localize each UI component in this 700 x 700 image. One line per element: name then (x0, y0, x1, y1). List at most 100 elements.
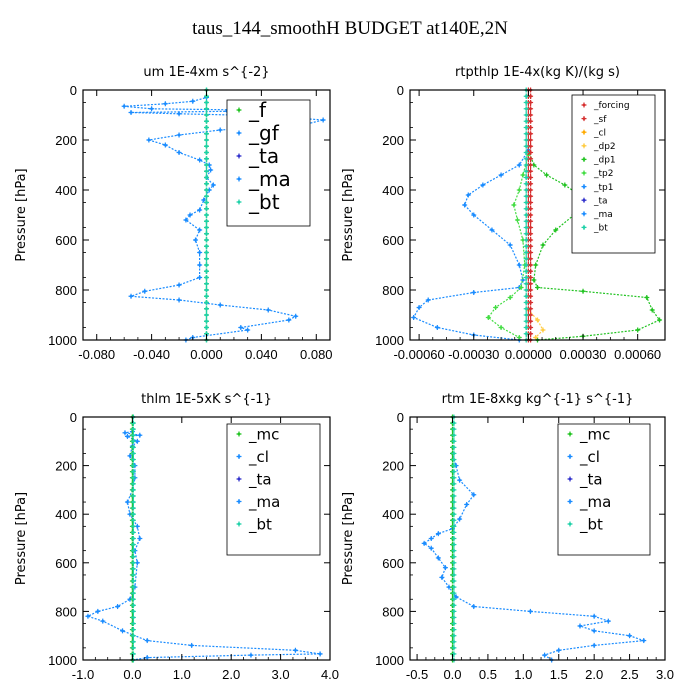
data-point-dot (321, 118, 325, 122)
y-tick-label: 800 (55, 283, 77, 298)
data-point-dot (494, 306, 498, 309)
data-point-dot (205, 201, 208, 204)
data-point-dot (524, 182, 528, 186)
legend-box (557, 423, 651, 556)
data-point-dot (452, 561, 456, 565)
data-point-dot (266, 308, 270, 312)
data-point-dot (524, 326, 528, 329)
data-point-dot (529, 319, 532, 323)
data-point-dot (529, 257, 532, 261)
series-2 (411, 147, 531, 343)
data-point-dot (452, 646, 456, 650)
data-point-dot (529, 188, 532, 192)
legend-entry: _cl (248, 448, 269, 467)
legend: _f_gf_ta_ma_bt (226, 98, 311, 227)
legend-marker-dot (237, 177, 241, 181)
legend-marker-dot (568, 432, 572, 436)
legend-marker-dot (237, 455, 241, 458)
data-point-dot (529, 301, 532, 304)
panel-title: rtm 1E-8xkg kg^{-1} s^{-1} (442, 392, 634, 407)
data-point-dot (86, 614, 90, 618)
data-point-dot (138, 537, 142, 540)
legend-entry: _ta (248, 470, 272, 489)
data-point-dot (198, 263, 202, 267)
panel-3: thlm 1E-5xK s^{-1} Pressure [hPa] -1.0 0.0 1… (14, 392, 339, 682)
data-point-dot (543, 653, 546, 657)
data-point-dot (524, 119, 528, 123)
legend-entry: _gf (248, 121, 280, 145)
data-point-dot (519, 286, 523, 289)
data-point-dot (123, 431, 127, 435)
data-point-dot (592, 629, 596, 633)
legend-marker-dot (237, 477, 241, 481)
data-point-dot (557, 648, 561, 652)
data-point-dot (205, 188, 208, 192)
data-point-dot (205, 288, 208, 292)
y-tick-label: 0 (70, 83, 77, 98)
data-point-dot (452, 476, 456, 480)
data-point-dot (463, 203, 467, 207)
data-point-dot (205, 176, 208, 179)
data-point-dot (524, 219, 528, 223)
x-tick-label: 0.00000 (505, 347, 552, 362)
data-point-dot (129, 294, 133, 298)
series-line (487, 154, 529, 339)
data-point-dot (177, 151, 181, 154)
legend-entry: _bt (593, 224, 608, 234)
data-point-dot (135, 439, 139, 443)
data-point-dot (207, 163, 211, 167)
x-tick-label: 0.00060 (614, 347, 661, 362)
legend-entry: _bt (579, 515, 603, 534)
data-point-dot (581, 289, 585, 293)
figure-title: taus_144_smoothH BUDGET at140E,2N (192, 18, 508, 39)
data-point-dot (205, 244, 208, 248)
data-point-dot (529, 169, 532, 173)
legend-entry: _ma (593, 210, 613, 220)
data-point-dot (205, 169, 208, 173)
data-point-dot (177, 298, 181, 302)
data-point-dot (205, 126, 208, 129)
data-point-dot (218, 128, 222, 132)
data-point-dot (529, 269, 532, 273)
x-tick-label: 4.0 (321, 667, 339, 682)
data-point-dot (131, 494, 135, 498)
data-point-dot (658, 318, 661, 322)
data-point-dot (131, 567, 135, 571)
data-point-dot (452, 640, 456, 644)
x-tick-label: 0.0 (123, 667, 141, 682)
legend-marker-dot (237, 154, 241, 158)
legend-box (226, 423, 321, 556)
data-point-dot (131, 640, 135, 644)
legend-entry: _mc (579, 425, 610, 444)
data-point-dot (138, 433, 142, 437)
data-point-dot (508, 243, 512, 247)
data-point-dot (131, 488, 135, 492)
x-tick-label: 2.0 (222, 667, 240, 682)
data-point-dot (422, 541, 426, 545)
panel-1: um 1E-4xm s^{-2} Pressure [hPa] -0.080 -0.0… (14, 65, 333, 362)
x-tick-label: -1.0 (72, 667, 94, 682)
data-point-dot (131, 549, 135, 553)
data-point-dot (205, 151, 208, 154)
data-point-dot (131, 452, 135, 455)
data-point-dot (205, 213, 208, 217)
data-point-dot (452, 622, 456, 625)
data-point-dot (131, 628, 135, 632)
data-point-dot (521, 173, 525, 177)
data-point-dot (532, 278, 536, 282)
data-point-dot (417, 306, 421, 309)
data-point-dot (465, 503, 469, 506)
data-point-dot (524, 226, 528, 229)
series-line (86, 431, 321, 661)
data-point-dot (131, 518, 135, 522)
legend-entry: _bt (248, 515, 272, 534)
data-point-dot (517, 263, 521, 267)
data-point-dot (205, 132, 208, 136)
y-tick-label: 600 (382, 556, 404, 571)
data-point-dot (452, 616, 456, 619)
data-point-dot (499, 326, 503, 329)
data-point-dot (131, 634, 135, 638)
x-tick-label: 0.040 (245, 347, 278, 362)
data-point-dot (129, 111, 133, 114)
